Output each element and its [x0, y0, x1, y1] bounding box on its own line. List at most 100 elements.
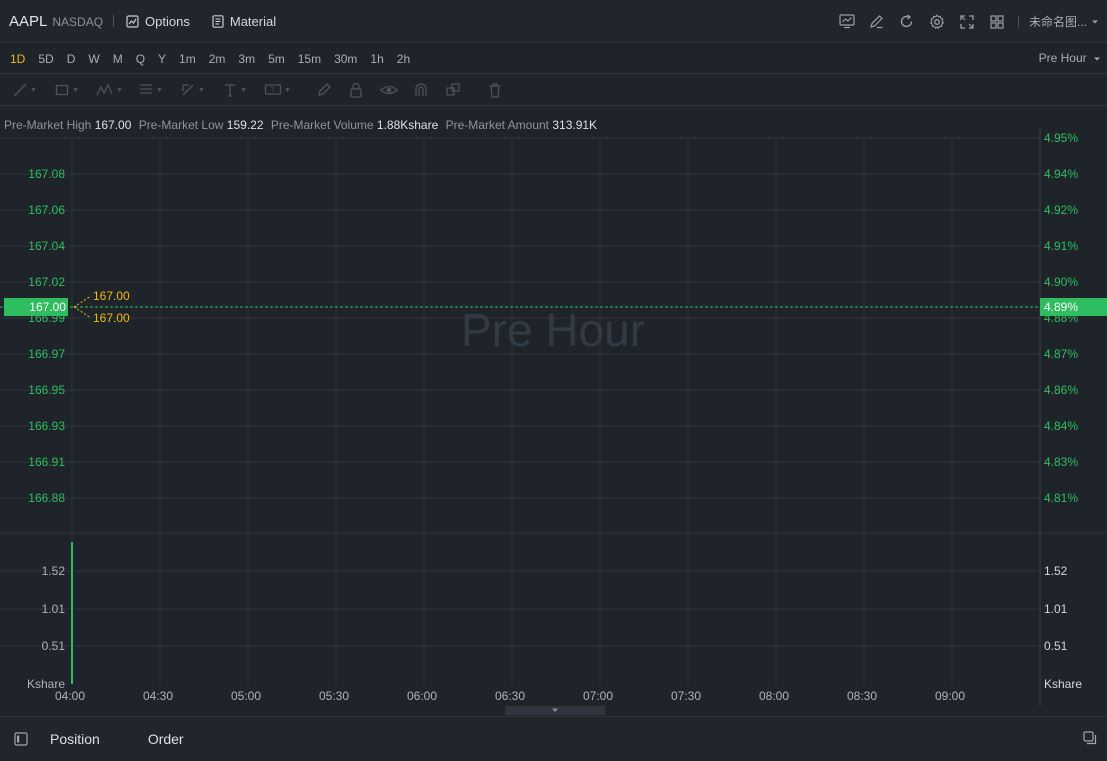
session-select[interactable]: Pre Hour	[1039, 51, 1101, 65]
rectangle-icon	[55, 84, 69, 96]
volume-tick-label-right: 1.52	[1044, 564, 1068, 578]
layers-tool[interactable]	[445, 81, 461, 99]
high-marker-line	[73, 295, 92, 308]
period-5d[interactable]: 5D	[38, 51, 54, 66]
low-marker-label: 167.00	[93, 311, 130, 325]
time-tick-label: 05:00	[231, 689, 261, 703]
price-tick-label: 166.93	[28, 419, 65, 433]
period-d[interactable]: D	[66, 51, 76, 66]
current-percent-label: 4.89%	[1044, 300, 1078, 314]
options-button[interactable]: Options	[126, 14, 190, 29]
fullscreen-button[interactable]	[952, 7, 982, 37]
percent-tick-label: 4.92%	[1044, 203, 1078, 217]
period-q[interactable]: Q	[135, 51, 146, 66]
layout-name-dropdown[interactable]: 未命名图...	[1029, 13, 1099, 30]
current-percent-tag	[1040, 298, 1107, 316]
panel-toggle-button[interactable]	[14, 732, 28, 746]
arrow-icon	[182, 84, 194, 96]
period-1h[interactable]: 1h	[370, 51, 384, 66]
annotation-icon: T	[264, 84, 282, 95]
price-tick-label: 167.04	[28, 239, 65, 253]
visibility-tool[interactable]	[380, 81, 398, 99]
drawing-toolbar: ▼ ▼ ▼ ▼ ▼ ▼ T ▼	[0, 75, 1107, 106]
fullscreen-icon	[960, 14, 974, 29]
document-icon	[212, 14, 224, 28]
settings-button[interactable]	[922, 7, 952, 37]
period-2h[interactable]: 2h	[396, 51, 411, 66]
exchange-label: NASDAQ	[52, 15, 104, 29]
layout-grid-button[interactable]	[982, 7, 1012, 37]
magnet-icon	[415, 83, 427, 96]
tab-position[interactable]: Position	[50, 731, 100, 747]
refresh-icon	[901, 14, 913, 28]
gear-icon	[929, 13, 945, 29]
period-m[interactable]: M	[112, 51, 123, 66]
percent-tick-label: 4.87%	[1044, 347, 1078, 361]
grid-layout-icon	[990, 14, 1004, 29]
text-icon	[225, 84, 235, 97]
delete-tool[interactable]	[488, 81, 502, 99]
pencil-icon	[870, 15, 884, 29]
time-tick-label: 06:30	[495, 689, 525, 703]
period-1d[interactable]: 1D	[10, 51, 26, 66]
fibonacci-icon	[140, 84, 152, 94]
header-toolbar: 未命名图...	[832, 0, 1107, 43]
indicator-button[interactable]	[832, 7, 862, 37]
time-tick-label: 07:30	[671, 689, 701, 703]
arrow-tool[interactable]: ▼	[180, 81, 205, 99]
lock-icon	[350, 82, 362, 98]
period-15m[interactable]: 15m	[297, 51, 322, 66]
divider	[113, 15, 115, 27]
volume-tick-label: Kshare	[27, 677, 65, 691]
period-5m[interactable]: 5m	[268, 51, 285, 66]
tab-order[interactable]: Order	[147, 731, 184, 747]
brush-tool[interactable]	[316, 81, 332, 99]
time-tick-label: 04:00	[55, 689, 85, 703]
time-tick-label: 04:30	[143, 689, 173, 703]
percent-tick-label: 4.90%	[1044, 275, 1078, 289]
volume-tick-label-right: 1.01	[1044, 602, 1068, 616]
premarket-volume-label: Pre-Market Volume	[270, 118, 374, 132]
pattern-tool[interactable]: ▼	[96, 81, 123, 99]
draw-button[interactable]	[862, 7, 892, 37]
watermark-text: Pre Hour	[461, 304, 645, 356]
premarket-amount-label: Pre-Market Amount	[445, 118, 549, 132]
low-marker-line	[73, 306, 92, 319]
bottom-panel-bar: Position Order	[0, 716, 1107, 761]
time-tick-label: 08:30	[847, 689, 877, 703]
annotation-tool[interactable]: T ▼	[264, 81, 291, 99]
time-tick-label: 07:00	[583, 689, 613, 703]
volume-tick-label: 0.51	[42, 639, 66, 653]
chart-scroll-handle[interactable]	[505, 706, 605, 715]
indicator-icon	[839, 14, 855, 29]
lock-tool[interactable]	[349, 81, 363, 99]
popout-button[interactable]	[1083, 731, 1097, 745]
period-1m[interactable]: 1m	[179, 51, 196, 66]
magnet-tool[interactable]	[413, 81, 429, 99]
period-2m[interactable]: 2m	[208, 51, 226, 66]
eye-icon	[380, 85, 398, 95]
text-tool[interactable]: ▼	[222, 81, 247, 99]
period-bar: 1D 5D D W M Q Y 1m 2m 3m 5m 15m 30m 1h 2…	[0, 44, 1107, 74]
volume-tick-label-right: Kshare	[1044, 677, 1082, 691]
time-tick-label: 08:00	[759, 689, 789, 703]
period-3m[interactable]: 3m	[238, 51, 256, 66]
volume-tick-label: 1.01	[42, 602, 66, 616]
premarket-amount-value: 313.91K	[552, 118, 598, 132]
line-tool[interactable]: ▼	[12, 81, 37, 99]
shape-tool[interactable]: ▼	[54, 81, 79, 99]
layout-name-label: 未命名图...	[1028, 15, 1087, 29]
period-30m[interactable]: 30m	[334, 51, 358, 66]
price-tick-label: 167.08	[28, 167, 65, 181]
period-w[interactable]: W	[88, 51, 100, 66]
material-button[interactable]: Material	[212, 14, 276, 29]
current-price-tag	[4, 298, 68, 316]
stock-symbol[interactable]: AAPL	[9, 12, 48, 30]
period-y[interactable]: Y	[158, 51, 167, 66]
refresh-button[interactable]	[892, 7, 922, 37]
layers-icon	[446, 83, 460, 96]
price-tick-label: 167.06	[28, 203, 65, 217]
fib-tool[interactable]: ▼	[138, 81, 163, 99]
percent-tick-label: 4.83%	[1044, 455, 1078, 469]
